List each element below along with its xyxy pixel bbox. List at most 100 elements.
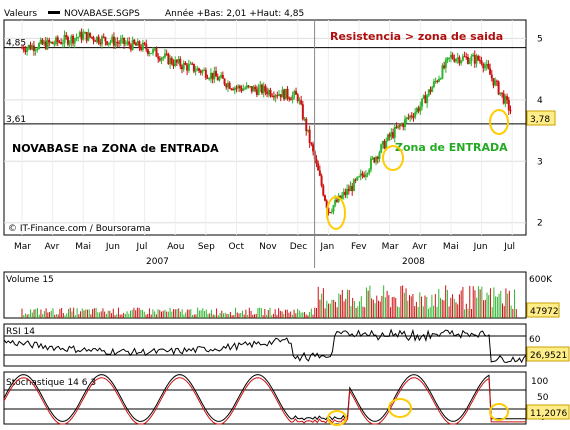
x-tick-label: Oct — [228, 242, 244, 252]
price-candle — [272, 96, 275, 98]
price-candle — [179, 58, 182, 67]
circle-marker-mar — [382, 145, 404, 171]
price-candle — [417, 108, 420, 112]
volume-last-tag — [526, 302, 560, 318]
price-candle — [160, 57, 163, 61]
price-candle — [192, 63, 195, 72]
x-tick-label: Mai — [75, 242, 91, 252]
price-candle — [412, 116, 415, 118]
price-candle — [305, 118, 308, 132]
price-candle — [395, 126, 398, 128]
price-candle — [92, 37, 95, 41]
price-candle — [141, 42, 144, 50]
stoch-ytick-50: 50 — [537, 393, 549, 403]
price-candle — [414, 112, 417, 118]
price-candle — [94, 40, 97, 42]
price-candle — [278, 94, 281, 96]
price-candle — [36, 48, 39, 50]
price-candle — [75, 37, 78, 39]
price-candle — [242, 88, 245, 91]
price-candle — [461, 56, 464, 61]
price-candle — [334, 199, 337, 206]
price-candle — [431, 87, 434, 92]
price-last-value: 3,78 — [530, 115, 550, 125]
price-candle — [157, 56, 160, 59]
price-candle — [186, 64, 189, 71]
price-candle — [383, 141, 386, 149]
price-candle — [104, 37, 107, 42]
price-candle — [504, 96, 507, 104]
rsi-last-value: 26,9521 — [530, 351, 567, 361]
price-candle — [301, 104, 304, 120]
price-candle — [167, 53, 170, 65]
price-candle — [31, 45, 34, 50]
price-candle — [22, 47, 25, 51]
price-candle — [308, 129, 311, 144]
stoch-last-value: 11,2076 — [530, 409, 567, 419]
price-candle — [46, 39, 49, 49]
price-candle — [455, 59, 458, 62]
price-candle — [68, 42, 71, 45]
price-candle — [436, 80, 439, 82]
price-candle — [109, 41, 112, 43]
price-candle — [66, 37, 69, 45]
price-candle — [403, 119, 406, 128]
price-candle — [409, 115, 412, 118]
price-candle — [487, 64, 490, 69]
price-candle — [223, 78, 226, 85]
price-candle — [250, 86, 253, 92]
price-candle — [506, 96, 509, 100]
price-candle — [405, 117, 408, 120]
price-candle — [402, 124, 405, 128]
x-tick-label: Mar — [14, 242, 31, 252]
price-candle — [208, 78, 211, 80]
price-ytick-label: 5 — [537, 34, 543, 44]
price-candle — [99, 42, 102, 45]
price-candle — [170, 57, 173, 64]
price-candle — [24, 50, 27, 52]
stoch-circle-3 — [489, 403, 509, 421]
year-label-2008: 2008 — [402, 257, 425, 267]
stoch-k-series — [3, 374, 526, 422]
price-candle — [509, 110, 512, 112]
price-candle — [342, 191, 345, 196]
price-candle — [359, 173, 362, 177]
price-candle — [323, 195, 326, 201]
chart-header: Valeurs NOVABASE.SGPS Année +Bas: 2,01 +… — [4, 8, 304, 19]
price-candle — [434, 80, 437, 82]
price-candle — [371, 157, 374, 159]
price-candle — [38, 43, 41, 49]
price-candle — [390, 132, 393, 137]
price-candle — [257, 87, 260, 95]
price-candle — [148, 52, 151, 54]
price-candle — [329, 212, 332, 214]
price-candle — [288, 97, 291, 100]
price-candle — [199, 70, 202, 73]
price-candle — [78, 31, 81, 38]
price-candle — [293, 91, 296, 96]
price-candle — [386, 134, 389, 141]
price-candle — [460, 60, 463, 64]
price-candle — [29, 44, 32, 50]
price-candle — [315, 159, 318, 164]
price-candle — [118, 42, 121, 44]
price-candle — [495, 80, 498, 82]
price-candle — [49, 41, 52, 43]
price-candle — [218, 77, 221, 81]
price-candle — [346, 188, 349, 195]
header-symbol: NOVABASE.SGPS — [64, 9, 140, 19]
price-candle — [153, 48, 156, 50]
price-candle — [116, 41, 119, 43]
price-candle — [375, 156, 378, 163]
price-candle — [247, 85, 250, 87]
price-candle — [393, 126, 396, 138]
price-candle — [320, 175, 323, 186]
rsi-ytick: 60 — [529, 335, 541, 345]
x-tick-label: Aou — [167, 242, 184, 252]
x-tick-label: Mar — [382, 242, 399, 252]
price-candle — [489, 68, 492, 75]
price-candle — [466, 56, 469, 64]
price-candle — [289, 99, 292, 101]
price-candle — [485, 64, 488, 67]
price-candle — [448, 57, 451, 59]
